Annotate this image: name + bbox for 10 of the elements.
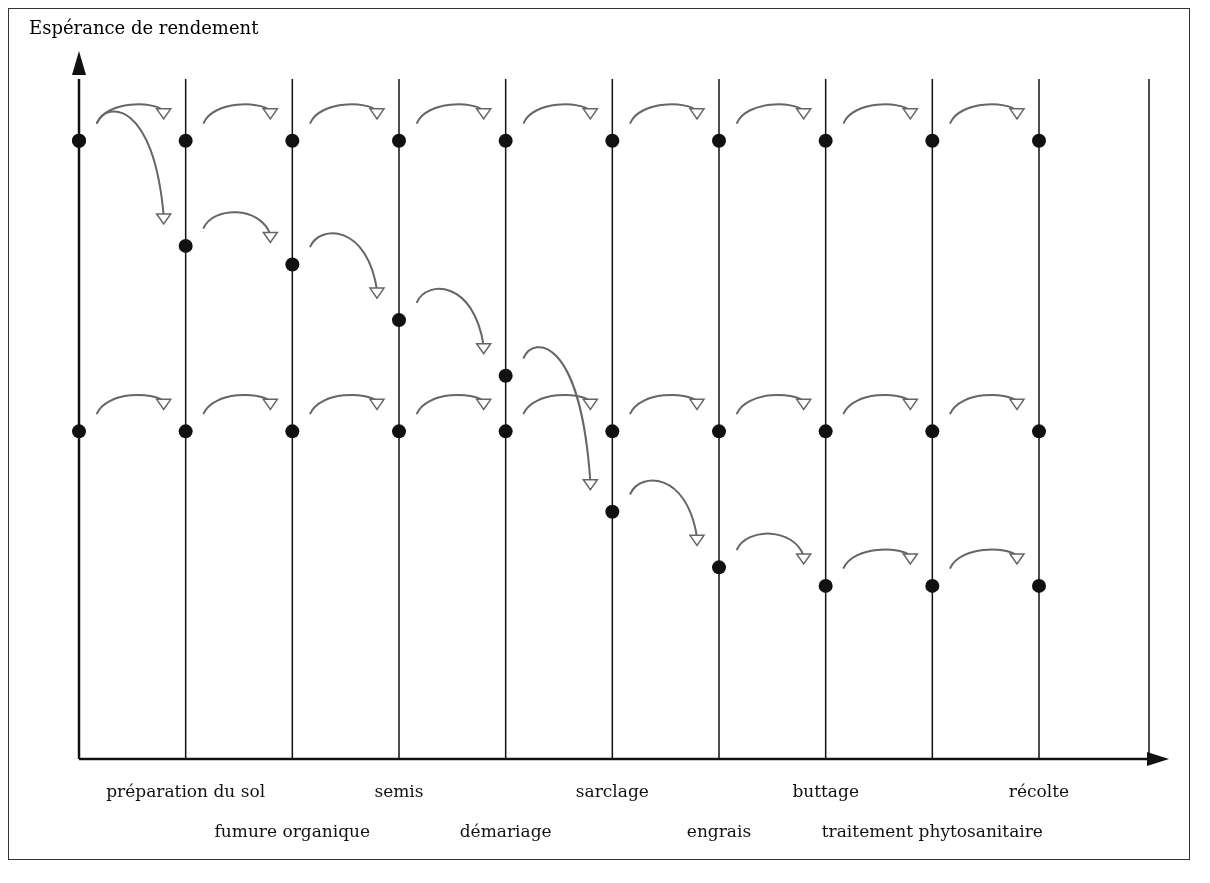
x-tick-label: engrais bbox=[686, 821, 752, 841]
x-tick-label: semis bbox=[374, 781, 424, 801]
x-tick-label: sarclage bbox=[575, 781, 649, 801]
x-tick-label: buttage bbox=[792, 781, 859, 801]
text: Espérance de rendement bbox=[29, 17, 259, 38]
x-tick-label: préparation du sol bbox=[106, 781, 266, 801]
x-tick-label: fumure organique bbox=[214, 821, 371, 841]
x-tick-label: démariage bbox=[459, 821, 552, 841]
x-tick-label: récolte bbox=[1008, 781, 1070, 801]
x-tick-label: traitement phytosanitaire bbox=[821, 821, 1043, 841]
